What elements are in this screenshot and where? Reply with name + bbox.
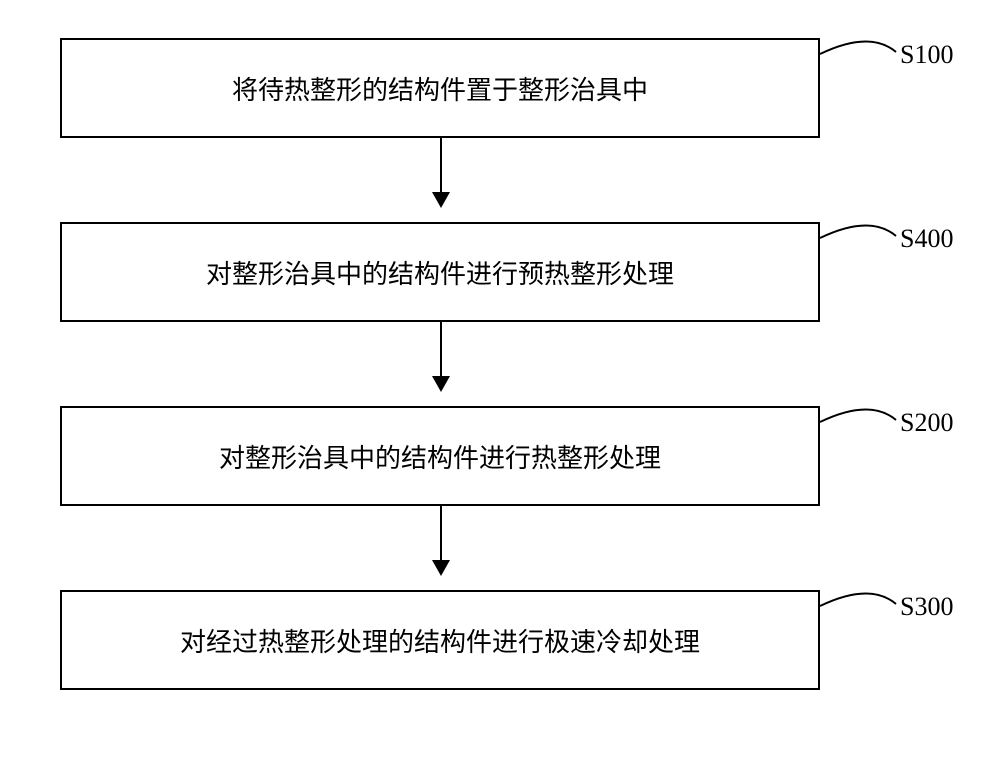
- step-label-s200: S200: [900, 408, 953, 438]
- step-label-s100: S100: [900, 40, 953, 70]
- flow-arrow: [440, 138, 442, 206]
- step-box-s200: 对整形治具中的结构件进行热整形处理: [60, 406, 820, 506]
- step-text: 将待热整形的结构件置于整形治具中: [232, 70, 648, 107]
- flow-arrow: [440, 506, 442, 574]
- step-box-s300: 对经过热整形处理的结构件进行极速冷却处理: [60, 590, 820, 690]
- step-text: 对整形治具中的结构件进行预热整形处理: [206, 254, 674, 291]
- flow-arrow: [440, 322, 442, 390]
- step-text: 对经过热整形处理的结构件进行极速冷却处理: [180, 622, 700, 659]
- step-box-s400: 对整形治具中的结构件进行预热整形处理: [60, 222, 820, 322]
- step-box-s100: 将待热整形的结构件置于整形治具中: [60, 38, 820, 138]
- step-label-s300: S300: [900, 592, 953, 622]
- step-label-s400: S400: [900, 224, 953, 254]
- step-text: 对整形治具中的结构件进行热整形处理: [219, 438, 661, 475]
- flowchart-canvas: 将待热整形的结构件置于整形治具中 S100 对整形治具中的结构件进行预热整形处理…: [0, 0, 1000, 762]
